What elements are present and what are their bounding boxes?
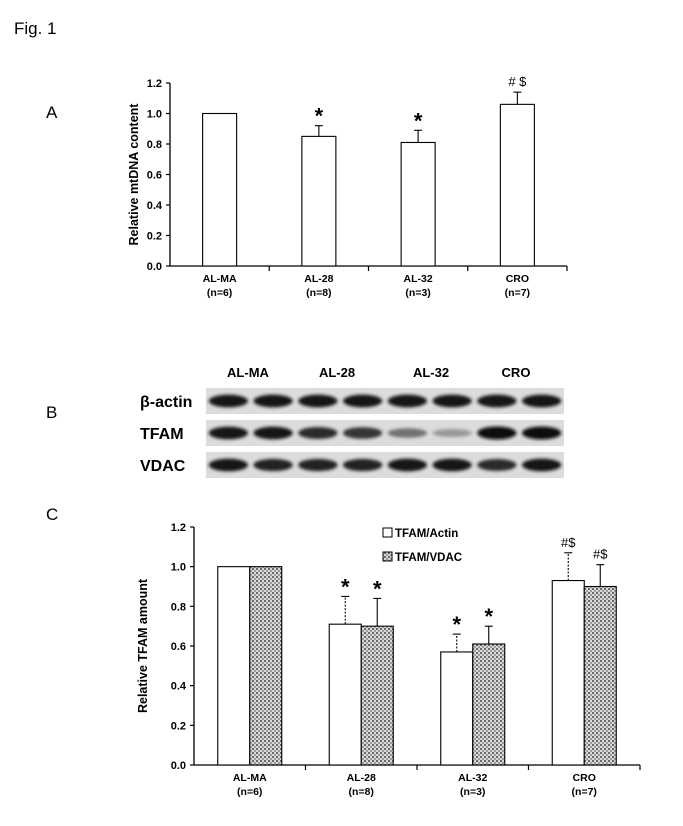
western-blot: AL-MA AL-28 AL-32 CRO β-actin TFAM VDAC [140,365,564,478]
bar [360,625,394,766]
blot-band [387,394,428,408]
blot-band [432,458,472,472]
blot-band [298,394,338,408]
blot-band [253,394,293,408]
blot-band [477,459,517,471]
y-tick-label: 1.0 [171,562,186,574]
blot-band [521,394,562,408]
bar [583,585,617,766]
blot-band [521,426,562,440]
y-tick-label: 1.2 [171,522,186,534]
bar [440,651,474,766]
y-tick-label: 0.4 [171,681,187,693]
legend-swatch [382,527,393,538]
significance-marker: #$ [593,547,608,562]
x-category-label: CRO [573,772,596,784]
y-axis-label: Relative mtDNA content [127,103,141,246]
x-category-n: (n=8) [306,287,331,299]
x-category-label: CRO [506,273,529,285]
blot-band [477,394,517,408]
blot-row-label: TFAM [140,426,184,443]
y-tick-label: 0.0 [147,261,162,273]
x-category-n: (n=7) [505,287,530,299]
legend-swatch [382,551,393,562]
bar [217,566,251,766]
panel-b-letter: B [46,403,57,422]
blot-band [342,394,383,408]
x-category-n: (n=3) [460,786,485,798]
x-category-n: (n=3) [405,287,430,299]
x-category-label: AL-32 [458,772,487,784]
x-category-label: AL-32 [404,273,433,285]
significance-marker: #$ [561,535,576,550]
blot-column-label: AL-32 [413,365,449,380]
blot-band [253,426,293,440]
x-category-n: (n=7) [572,786,597,798]
significance-marker: # $ [508,74,527,89]
legend-label: TFAM/Actin [395,528,458,540]
x-category-label: AL-28 [347,772,376,784]
x-category-label: AL-28 [304,273,333,285]
x-category-n: (n=6) [207,287,232,299]
blot-row-label: VDAC [140,458,186,475]
bar [499,103,535,267]
significance-marker: * [341,574,350,599]
blot-column-label: AL-28 [319,365,355,380]
panel-a-letter: A [46,103,58,122]
y-tick-label: 0.2 [147,231,162,243]
x-category-n: (n=8) [349,786,374,798]
blot-band [432,428,472,438]
blot-band [253,458,293,472]
blot-band [208,394,249,408]
blot-band [208,458,249,472]
blot-column-label: AL-MA [227,365,269,380]
y-tick-label: 0.0 [171,760,186,772]
significance-marker: * [414,108,423,133]
blot-band [387,428,428,438]
blot-band [298,427,338,439]
blot-band [208,426,249,440]
significance-marker: * [315,104,324,129]
blot-band [432,394,472,408]
x-category-label: AL-MA [233,772,267,784]
panel-c-letter: C [46,505,58,524]
panel-c-chart: 0.0 0.2 0.4 0.6 0.8 1.0 1.2 Relative TFAM amoun… [136,522,641,798]
y-tick-label: 0.2 [171,720,186,732]
bar [202,112,238,267]
bar [328,623,362,766]
y-tick-label: 0.8 [147,139,162,151]
y-tick-label: 0.8 [171,601,186,613]
bar [551,579,585,766]
bar [301,135,337,267]
significance-marker: * [452,612,461,637]
x-category-n: (n=6) [237,786,262,798]
blot-band [387,458,428,472]
significance-marker: * [373,576,382,601]
x-category-label: AL-MA [203,273,237,285]
panel-a-chart: 0.0 0.2 0.4 0.6 0.8 1.0 1.2 Relative mtDNA cont… [127,74,568,299]
blot-band [342,458,383,472]
blot-band [477,426,517,440]
blot-band [342,427,383,439]
figure-title: Fig. 1 [14,19,57,38]
bar [472,643,506,766]
bar [400,141,436,267]
y-tick-label: 0.6 [147,170,162,182]
y-axis-label: Relative TFAM amount [136,578,150,713]
legend-label: TFAM/VDAC [395,552,462,564]
significance-marker: * [484,604,493,629]
y-tick-label: 1.2 [147,78,162,90]
blot-band [521,458,562,472]
blot-row-label: β-actin [140,394,192,411]
y-tick-label: 0.4 [147,200,163,212]
y-tick-label: 0.6 [171,641,186,653]
blot-column-label: CRO [502,365,531,380]
y-tick-label: 1.0 [147,109,162,121]
bar [249,566,283,766]
blot-band [298,458,338,472]
